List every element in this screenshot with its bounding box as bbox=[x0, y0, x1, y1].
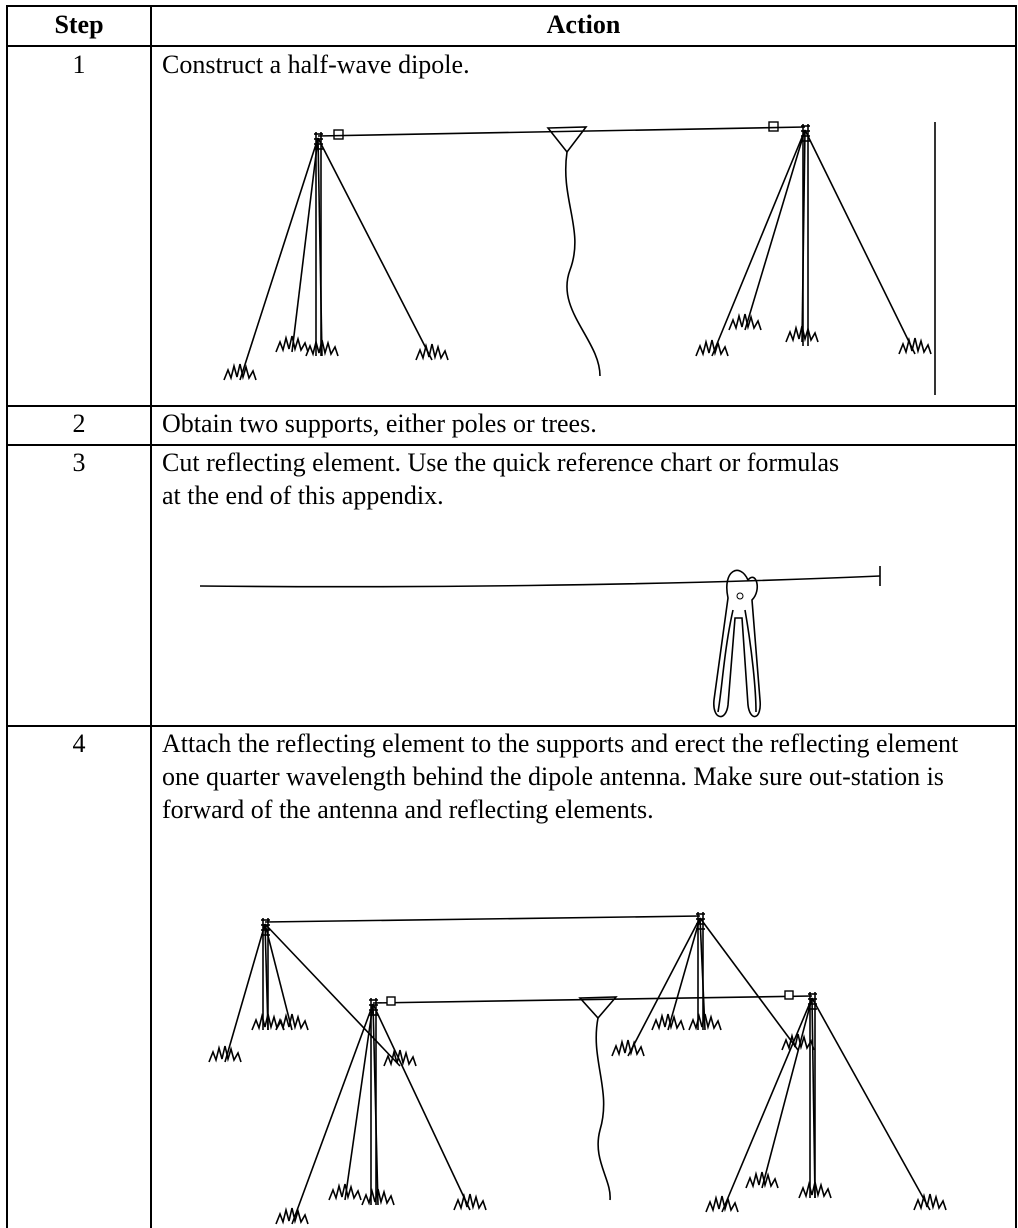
guy-wire bbox=[264, 923, 293, 1031]
guy-wire bbox=[811, 997, 931, 1211]
grass bbox=[695, 338, 729, 357]
guy-wire bbox=[711, 129, 806, 357]
grass bbox=[275, 1206, 309, 1225]
pliers bbox=[713, 569, 761, 718]
grass bbox=[611, 1038, 645, 1057]
step-number: 4 bbox=[72, 729, 86, 758]
grass bbox=[913, 1192, 947, 1211]
grass bbox=[383, 1048, 417, 1067]
guy-wire bbox=[699, 917, 706, 1031]
rule bbox=[6, 5, 1017, 7]
step-number: 3 bbox=[72, 448, 86, 477]
grass bbox=[208, 1044, 242, 1063]
rule bbox=[6, 405, 1017, 407]
grass bbox=[785, 324, 819, 343]
guy-wire bbox=[811, 997, 816, 1199]
guy-wire bbox=[667, 917, 701, 1031]
guy-wire bbox=[804, 129, 916, 355]
grass bbox=[275, 1012, 309, 1031]
rule bbox=[6, 5, 8, 1228]
grass bbox=[798, 1180, 832, 1199]
grass bbox=[223, 362, 257, 381]
grass bbox=[305, 338, 339, 357]
rule bbox=[1015, 5, 1017, 1228]
grass bbox=[328, 1182, 362, 1201]
guy-wire bbox=[699, 917, 799, 1051]
reflector-wire bbox=[199, 575, 881, 588]
grass bbox=[781, 1032, 815, 1051]
pliers bbox=[717, 609, 757, 713]
header-cell: Action bbox=[546, 10, 621, 39]
guy-wire bbox=[317, 137, 433, 361]
guy-wire bbox=[239, 137, 319, 381]
guy-wire bbox=[264, 923, 269, 1031]
guy-wire bbox=[317, 137, 323, 357]
step-action: Cut reflecting element. Use the quick re… bbox=[162, 448, 840, 510]
step-number: 1 bbox=[72, 50, 86, 79]
guy-wire bbox=[744, 129, 806, 331]
guy-wire bbox=[372, 1003, 379, 1206]
grass bbox=[361, 1187, 395, 1206]
guy-wire bbox=[344, 1003, 374, 1201]
grass bbox=[415, 342, 449, 361]
guy-wire bbox=[801, 129, 806, 343]
grass bbox=[898, 336, 932, 355]
step-action: Attach the reflecting element to the sup… bbox=[162, 729, 959, 824]
header-cell: Step bbox=[54, 10, 104, 39]
rule bbox=[6, 45, 1017, 47]
feed-point bbox=[546, 126, 588, 154]
insulator bbox=[784, 990, 794, 1000]
insulator bbox=[333, 129, 344, 140]
step-action: Construct a half-wave dipole. bbox=[162, 50, 470, 79]
grass bbox=[728, 312, 762, 331]
guy-wire bbox=[372, 1003, 471, 1211]
reflector-wire bbox=[264, 915, 701, 923]
insulator bbox=[768, 121, 779, 132]
grass bbox=[705, 1194, 739, 1213]
feed-line bbox=[595, 1017, 611, 1201]
guy-wire bbox=[721, 997, 813, 1213]
grass bbox=[745, 1170, 779, 1189]
dipole-wire bbox=[372, 995, 813, 1004]
grass bbox=[453, 1192, 487, 1211]
grass bbox=[688, 1012, 722, 1031]
pliers bbox=[736, 592, 744, 600]
grass bbox=[275, 334, 309, 353]
insulator bbox=[386, 996, 396, 1006]
rule bbox=[6, 725, 1017, 727]
feed-point bbox=[578, 996, 618, 1020]
guy-wire bbox=[291, 137, 319, 353]
guy-wire bbox=[264, 923, 401, 1067]
guy-wire bbox=[627, 917, 701, 1057]
rule bbox=[150, 5, 152, 1228]
guy-wire bbox=[224, 923, 266, 1063]
step-action: Obtain two supports, either poles or tre… bbox=[162, 409, 597, 438]
guy-wire bbox=[291, 1003, 374, 1225]
guy-wire bbox=[761, 997, 813, 1189]
rule bbox=[6, 444, 1017, 446]
feed-line bbox=[565, 151, 601, 377]
dipole-wire bbox=[317, 126, 806, 137]
step-number: 2 bbox=[72, 409, 86, 438]
grass bbox=[651, 1012, 685, 1031]
